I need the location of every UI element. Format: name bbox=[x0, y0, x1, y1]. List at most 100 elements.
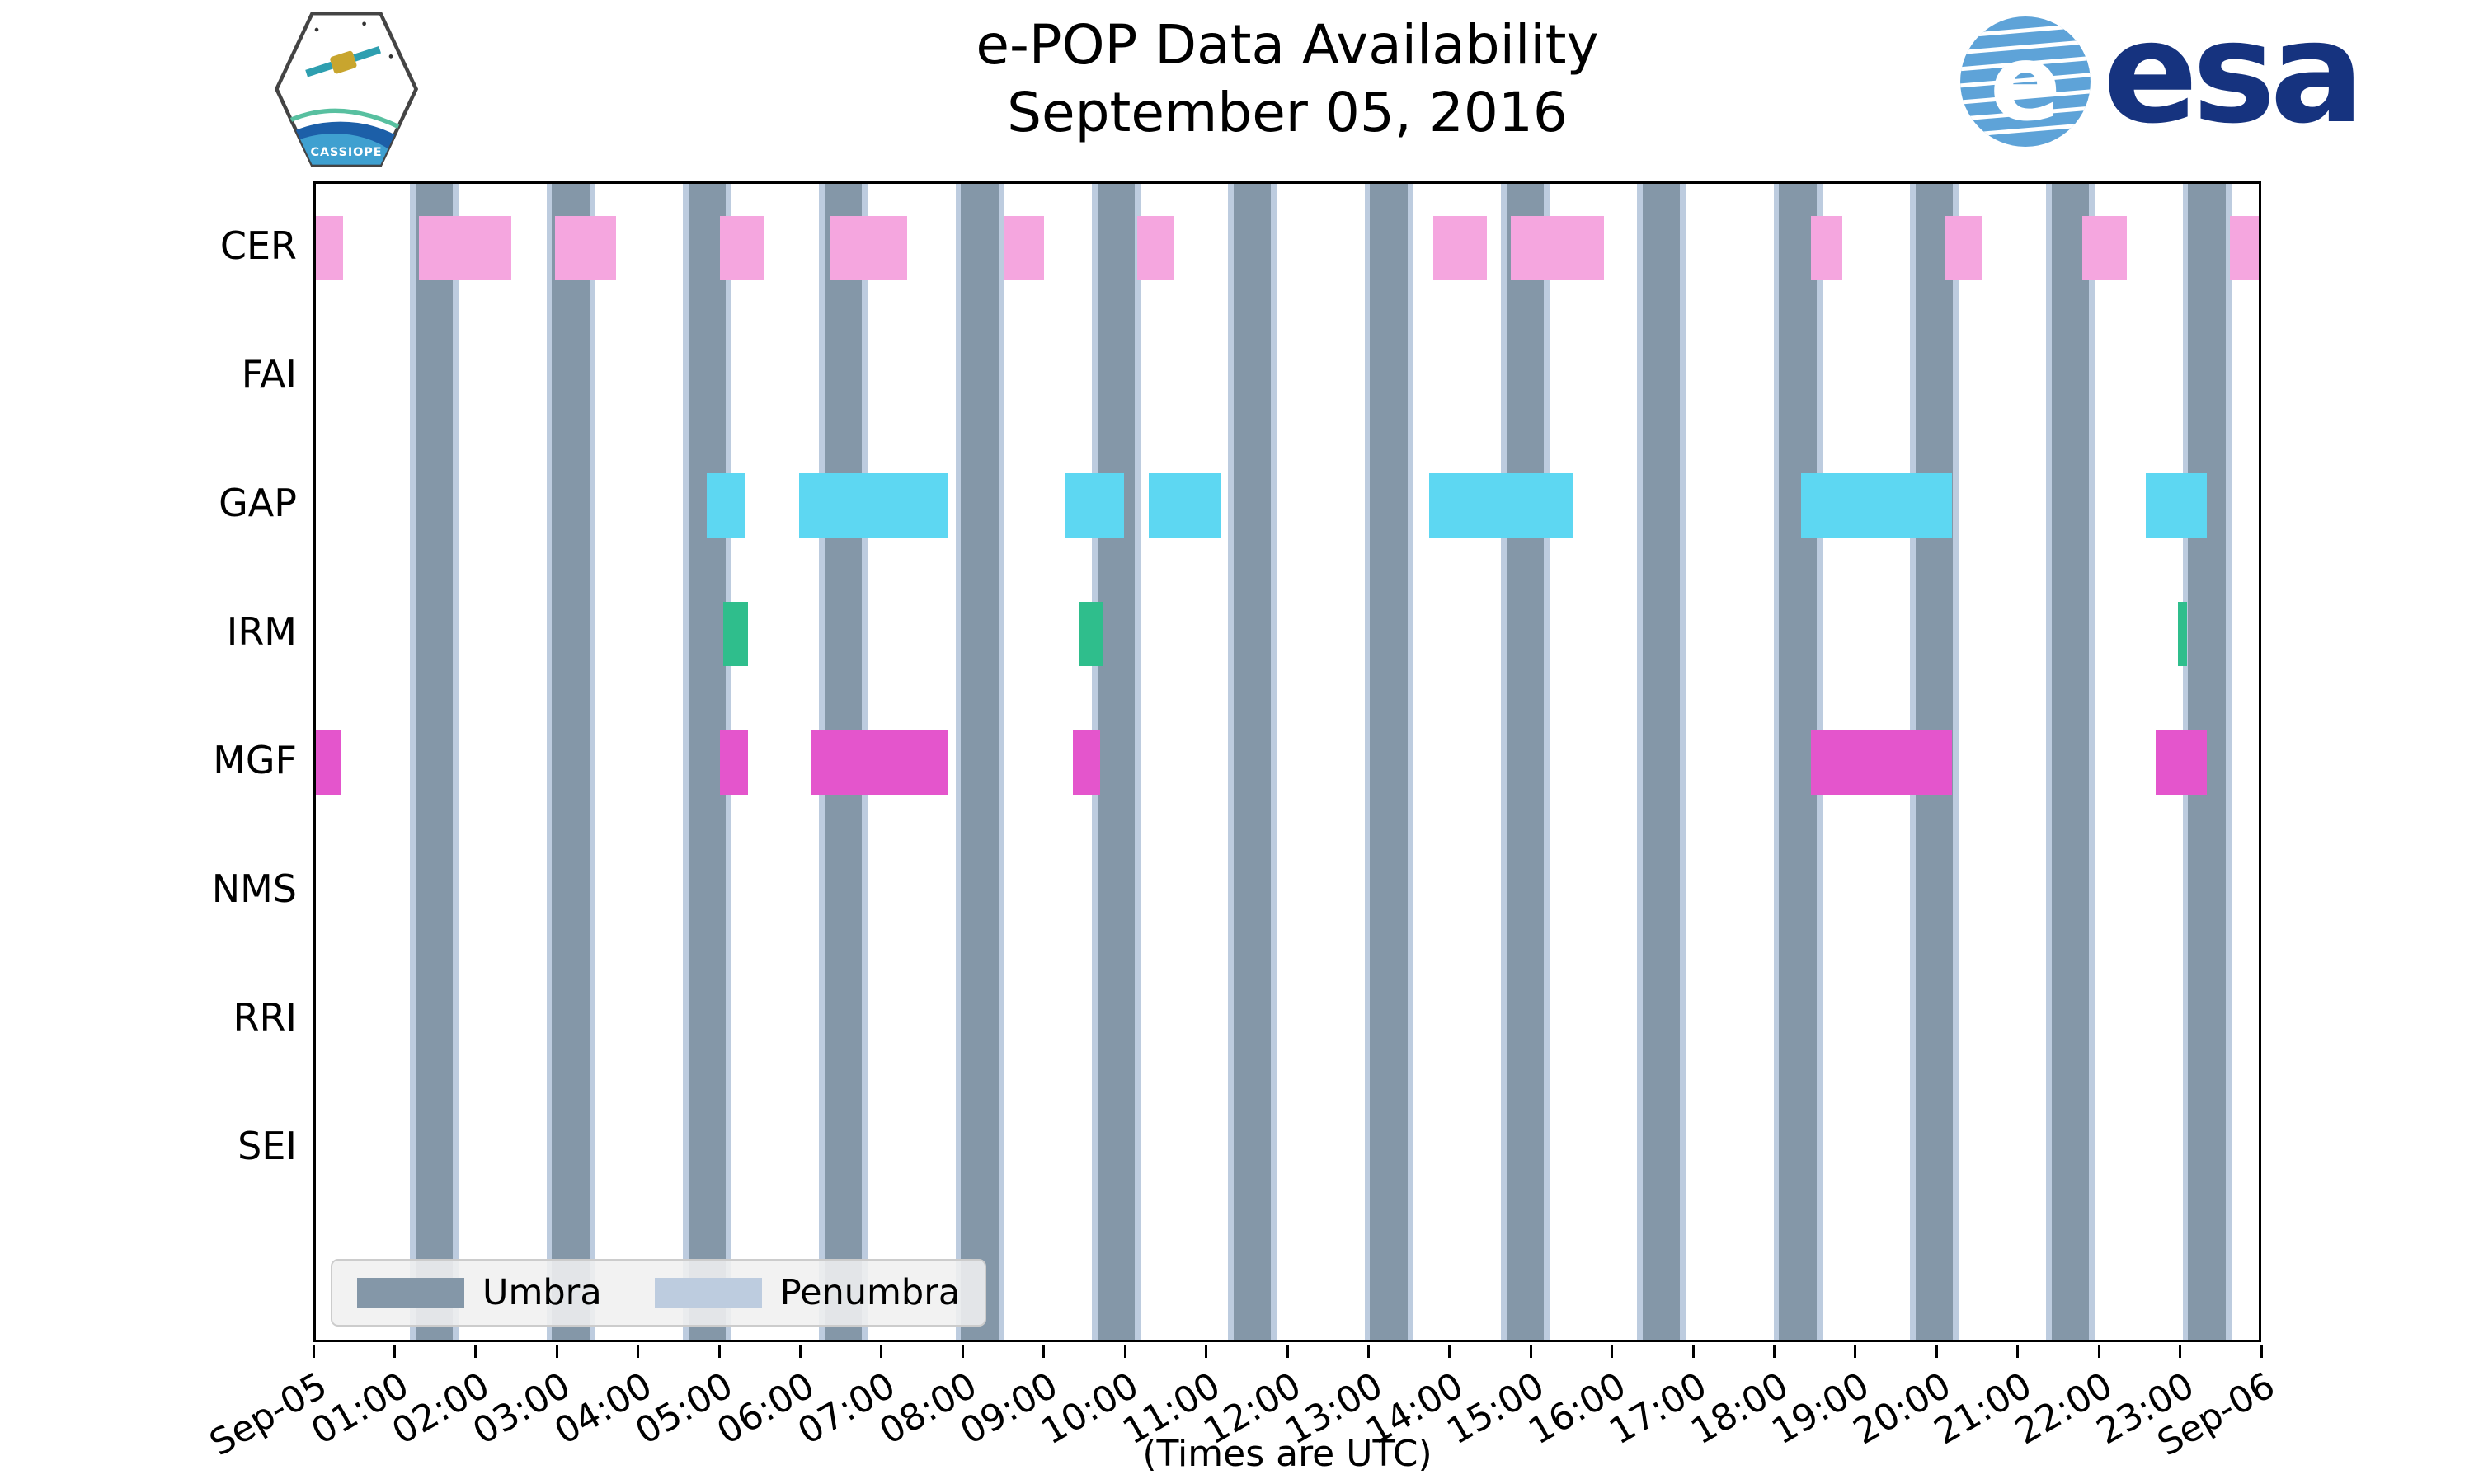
cer-availability-bar bbox=[2229, 216, 2259, 280]
irm-availability-bar bbox=[2177, 602, 2188, 666]
irm-availability-bar bbox=[723, 602, 748, 666]
penumbra-band bbox=[955, 184, 962, 1340]
mgf-availability-bar bbox=[316, 730, 341, 795]
cassiope-patch-graphic: CASSIOPE bbox=[274, 11, 419, 167]
esa-logo: e esa bbox=[1956, 3, 2364, 152]
mgf-availability-bar bbox=[2156, 730, 2208, 795]
x-tick-mark bbox=[1366, 1345, 1370, 1358]
mgf-availability-bar bbox=[811, 730, 948, 795]
chart-title: e-POP Data Availability bbox=[976, 13, 1599, 77]
y-label-rri: RRI bbox=[233, 995, 298, 1040]
umbra-band bbox=[961, 184, 999, 1340]
gap-availability-bar bbox=[707, 473, 745, 538]
patch-satellite bbox=[305, 46, 382, 77]
x-tick-mark bbox=[637, 1345, 640, 1358]
esa-wordmark: esa bbox=[2103, 0, 2364, 155]
x-tick-mark bbox=[1529, 1345, 1532, 1358]
cer-availability-bar bbox=[1510, 216, 1604, 280]
x-tick-mark bbox=[1042, 1345, 1046, 1358]
plot-area: Umbra Penumbra bbox=[313, 181, 2261, 1342]
penumbra-band bbox=[1953, 184, 1959, 1340]
cassiope-patch-text: CASSIOPE bbox=[311, 146, 383, 159]
gap-availability-bar bbox=[2146, 473, 2208, 538]
x-tick-mark bbox=[1448, 1345, 1451, 1358]
umbra-legend-swatch bbox=[357, 1278, 464, 1308]
cer-availability-bar bbox=[1136, 216, 1174, 280]
cer-availability-bar bbox=[316, 216, 344, 280]
x-tick-mark bbox=[717, 1345, 721, 1358]
umbra-band bbox=[1779, 184, 1817, 1340]
penumbra-band bbox=[1364, 184, 1371, 1340]
x-tick-mark bbox=[1286, 1345, 1289, 1358]
patch-orbit-arc bbox=[285, 108, 413, 136]
penumbra-band bbox=[1637, 184, 1644, 1340]
x-tick-mark bbox=[1611, 1345, 1614, 1358]
umbra-legend-label: Umbra bbox=[482, 1272, 602, 1313]
patch-star bbox=[362, 21, 366, 26]
penumbra-band bbox=[2046, 184, 2053, 1340]
gap-availability-bar bbox=[798, 473, 948, 538]
penumbra-band bbox=[1135, 184, 1141, 1340]
penumbra-band bbox=[410, 184, 416, 1340]
penumbra-band bbox=[2089, 184, 2095, 1340]
x-tick-mark bbox=[1123, 1345, 1126, 1358]
mgf-availability-bar bbox=[1810, 730, 1953, 795]
penumbra-band bbox=[546, 184, 553, 1340]
cer-availability-bar bbox=[720, 216, 765, 280]
penumbra-band bbox=[453, 184, 459, 1340]
esa-emblem-e: e bbox=[1990, 21, 2062, 144]
x-tick-mark bbox=[961, 1345, 964, 1358]
irm-availability-bar bbox=[1079, 602, 1103, 666]
cer-availability-bar bbox=[829, 216, 908, 280]
penumbra-band bbox=[1773, 184, 1780, 1340]
patch-star bbox=[314, 27, 319, 32]
umbra-band bbox=[552, 184, 590, 1340]
x-tick-mark bbox=[1935, 1345, 1938, 1358]
x-tick-mark bbox=[474, 1345, 477, 1358]
penumbra-band bbox=[1680, 184, 1686, 1340]
y-label-irm: IRM bbox=[226, 609, 297, 654]
cassiope-mission-patch: CASSIOPE bbox=[272, 8, 421, 170]
x-tick-mark bbox=[1773, 1345, 1776, 1358]
x-tick-mark bbox=[393, 1345, 396, 1358]
cer-availability-bar bbox=[1004, 216, 1044, 280]
penumbra-band bbox=[682, 184, 689, 1340]
x-tick-mark bbox=[555, 1345, 558, 1358]
penumbra-band bbox=[589, 184, 595, 1340]
mgf-availability-bar bbox=[720, 730, 748, 795]
x-tick-mark bbox=[1691, 1345, 1695, 1358]
umbra-band bbox=[1097, 184, 1136, 1340]
umbra-band bbox=[1506, 184, 1545, 1340]
cer-availability-bar bbox=[555, 216, 617, 280]
x-tick-mark bbox=[2016, 1345, 2020, 1358]
patch-star bbox=[388, 54, 393, 59]
esa-emblem-icon: e bbox=[1960, 16, 2091, 147]
y-label-gap: GAP bbox=[219, 481, 297, 525]
x-axis-caption: (Times are UTC) bbox=[1142, 1433, 1432, 1475]
x-tick-mark bbox=[2179, 1345, 2182, 1358]
cer-availability-bar bbox=[2081, 216, 2127, 280]
gap-availability-bar bbox=[1429, 473, 1573, 538]
umbra-band bbox=[416, 184, 454, 1340]
umbra-band bbox=[1643, 184, 1681, 1340]
y-label-cer: CER bbox=[219, 223, 297, 268]
mgf-availability-bar bbox=[1073, 730, 1100, 795]
chart-subtitle: September 05, 2016 bbox=[1007, 80, 1568, 144]
penumbra-legend-label: Penumbra bbox=[779, 1272, 961, 1313]
umbra-band bbox=[1234, 184, 1272, 1340]
penumbra-band bbox=[1544, 184, 1550, 1340]
x-tick-mark bbox=[2260, 1345, 2263, 1358]
penumbra-band bbox=[1500, 184, 1507, 1340]
y-label-nms: NMS bbox=[211, 866, 297, 911]
cer-availability-bar bbox=[1945, 216, 1982, 280]
cer-availability-bar bbox=[1433, 216, 1488, 280]
penumbra-band bbox=[1271, 184, 1277, 1340]
y-label-mgf: MGF bbox=[213, 738, 297, 782]
cer-availability-bar bbox=[1810, 216, 1843, 280]
gap-availability-bar bbox=[1801, 473, 1953, 538]
penumbra-band bbox=[2225, 184, 2232, 1340]
penumbra-band bbox=[998, 184, 1004, 1340]
y-label-fai: FAI bbox=[241, 352, 297, 397]
x-tick-mark bbox=[312, 1345, 315, 1358]
